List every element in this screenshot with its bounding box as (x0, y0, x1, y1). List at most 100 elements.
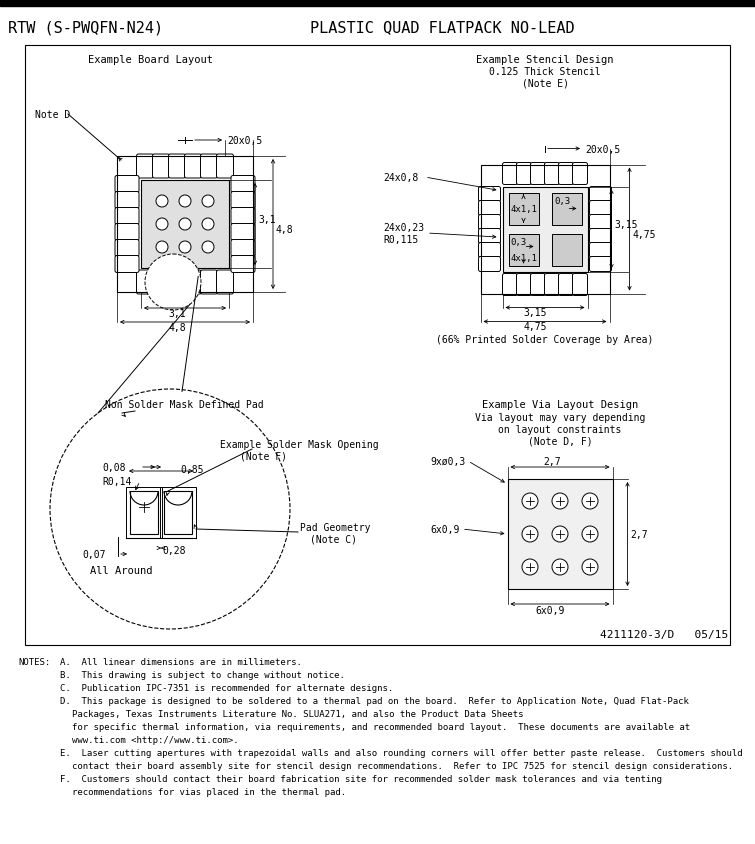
FancyBboxPatch shape (231, 176, 255, 193)
Text: 6x0,9: 6x0,9 (535, 605, 565, 615)
Text: B.  This drawing is subject to change without notice.: B. This drawing is subject to change wit… (60, 671, 345, 679)
FancyBboxPatch shape (590, 230, 612, 244)
FancyBboxPatch shape (217, 271, 233, 295)
Bar (141, 181, 229, 268)
Text: (66% Printed Solder Coverage by Area): (66% Printed Solder Coverage by Area) (436, 335, 654, 345)
Text: 0.125 Thick Stencil: 0.125 Thick Stencil (489, 67, 601, 77)
Text: 4,75: 4,75 (633, 230, 656, 240)
FancyBboxPatch shape (479, 187, 501, 203)
FancyBboxPatch shape (115, 257, 139, 273)
Bar (551, 193, 581, 225)
Text: E.  Laser cutting apertures with trapezoidal walls and also rounding corners wil: E. Laser cutting apertures with trapezoi… (60, 749, 743, 758)
Text: 0,28: 0,28 (162, 545, 186, 555)
Text: Example Via Layout Design: Example Via Layout Design (482, 399, 638, 409)
Circle shape (202, 241, 214, 254)
Circle shape (552, 494, 568, 510)
Text: 4,8: 4,8 (168, 322, 186, 333)
Text: contact their board assembly site for stencil design recommendations.  Refer to : contact their board assembly site for st… (72, 761, 733, 771)
FancyBboxPatch shape (531, 163, 546, 186)
Bar (164, 491, 192, 534)
FancyBboxPatch shape (231, 208, 255, 225)
FancyBboxPatch shape (231, 241, 255, 257)
Text: on layout constraints: on layout constraints (498, 425, 621, 435)
FancyBboxPatch shape (516, 274, 532, 296)
Text: 0,85: 0,85 (180, 464, 204, 474)
Text: (Note F): (Note F) (240, 452, 287, 462)
Text: Note D: Note D (35, 110, 70, 120)
Bar (509, 235, 538, 266)
Bar (503, 187, 587, 272)
Circle shape (156, 241, 168, 254)
Text: Example Board Layout: Example Board Layout (88, 55, 212, 65)
FancyBboxPatch shape (137, 271, 153, 295)
Text: PLASTIC QUAD FLATPACK NO-LEAD: PLASTIC QUAD FLATPACK NO-LEAD (310, 20, 575, 35)
FancyBboxPatch shape (153, 154, 170, 179)
Text: 24x0,23: 24x0,23 (383, 223, 424, 233)
Text: 3,1: 3,1 (168, 309, 186, 319)
Text: NOTES:: NOTES: (18, 657, 51, 667)
Circle shape (156, 196, 168, 208)
Circle shape (50, 390, 290, 630)
Text: 9xø0,3: 9xø0,3 (430, 457, 465, 467)
Text: R0,115: R0,115 (383, 235, 418, 245)
Circle shape (582, 560, 598, 576)
Circle shape (552, 560, 568, 576)
FancyBboxPatch shape (479, 243, 501, 258)
Circle shape (179, 219, 191, 230)
Text: 3,15: 3,15 (523, 308, 547, 318)
Bar (0, 0, 755, 7)
Text: 0,3: 0,3 (510, 238, 527, 246)
Bar (509, 193, 538, 225)
Text: for specific thermal information, via requirements, and recommended board layout: for specific thermal information, via re… (72, 722, 690, 732)
FancyBboxPatch shape (590, 187, 612, 203)
Circle shape (582, 494, 598, 510)
Text: 4211120-3/D   05/15: 4211120-3/D 05/15 (599, 630, 728, 639)
Text: 0,3: 0,3 (554, 197, 571, 206)
Bar (160, 488, 196, 538)
FancyBboxPatch shape (231, 225, 255, 241)
Text: Example Stencil Design: Example Stencil Design (476, 55, 614, 65)
Text: 20x0,5: 20x0,5 (585, 144, 621, 154)
FancyBboxPatch shape (115, 176, 139, 193)
FancyBboxPatch shape (590, 201, 612, 216)
Circle shape (582, 527, 598, 543)
FancyBboxPatch shape (479, 257, 501, 272)
Text: R0,14: R0,14 (102, 476, 131, 486)
Text: C.  Publication IPC-7351 is recommended for alternate designs.: C. Publication IPC-7351 is recommended f… (60, 684, 393, 693)
FancyBboxPatch shape (544, 163, 559, 186)
Text: A.  All linear dimensions are in millimeters.: A. All linear dimensions are in millimet… (60, 657, 302, 667)
Text: 20x0,5: 20x0,5 (227, 136, 262, 146)
FancyBboxPatch shape (590, 243, 612, 258)
FancyBboxPatch shape (231, 192, 255, 209)
Text: (Note D, F): (Note D, F) (528, 436, 593, 446)
FancyBboxPatch shape (137, 154, 153, 179)
Text: recommendations for vias placed in the thermal pad.: recommendations for vias placed in the t… (72, 787, 346, 797)
Text: D.  This package is designed to be soldered to a thermal pad on the board.  Refe: D. This package is designed to be solder… (60, 696, 689, 706)
FancyBboxPatch shape (184, 154, 202, 179)
FancyBboxPatch shape (217, 154, 233, 179)
Text: (Note E): (Note E) (522, 78, 569, 88)
FancyBboxPatch shape (201, 154, 217, 179)
Text: RTW (S-PWQFN-N24): RTW (S-PWQFN-N24) (8, 20, 163, 35)
FancyBboxPatch shape (115, 225, 139, 241)
Bar (126, 488, 162, 538)
FancyBboxPatch shape (559, 163, 574, 186)
FancyBboxPatch shape (201, 271, 217, 295)
FancyBboxPatch shape (531, 274, 546, 296)
FancyBboxPatch shape (168, 154, 186, 179)
Text: 4x1,1: 4x1,1 (510, 205, 538, 214)
Bar (551, 235, 581, 266)
Text: 4x1,1: 4x1,1 (510, 254, 538, 262)
Text: Non Solder Mask Defined Pad: Non Solder Mask Defined Pad (105, 399, 263, 409)
FancyBboxPatch shape (572, 274, 587, 296)
Circle shape (202, 196, 214, 208)
Text: (Note C): (Note C) (310, 534, 357, 544)
FancyBboxPatch shape (503, 274, 517, 296)
FancyBboxPatch shape (168, 271, 186, 295)
FancyBboxPatch shape (479, 215, 501, 230)
FancyBboxPatch shape (153, 271, 170, 295)
Text: 4,75: 4,75 (523, 322, 547, 332)
Circle shape (522, 527, 538, 543)
Circle shape (552, 527, 568, 543)
FancyBboxPatch shape (479, 201, 501, 216)
